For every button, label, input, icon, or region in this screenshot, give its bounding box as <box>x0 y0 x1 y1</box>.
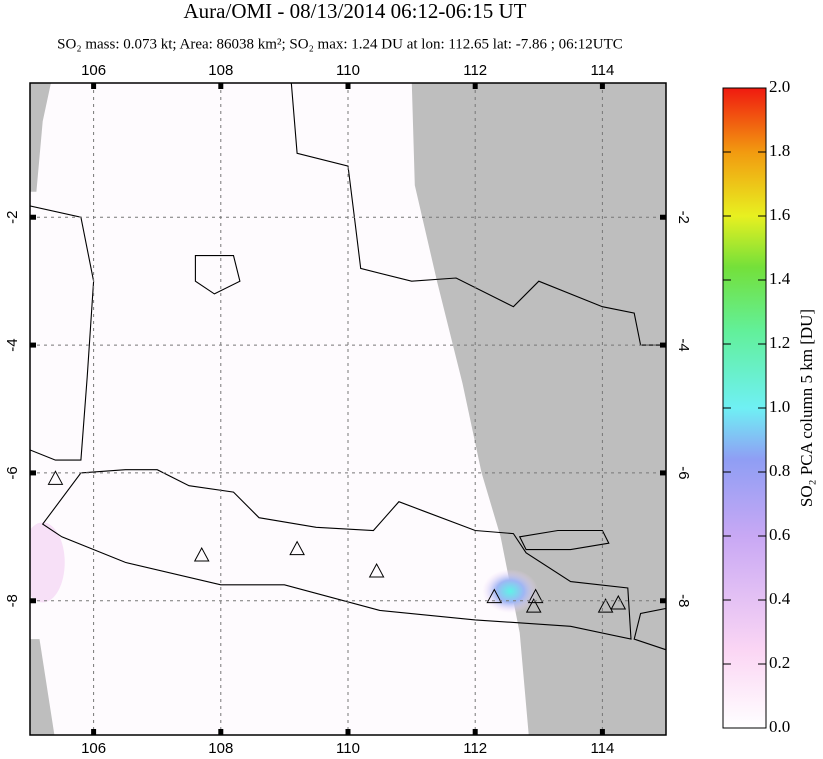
y-tick-label: -4 <box>4 338 21 351</box>
coastline <box>518 529 610 551</box>
x-tick-label: 106 <box>81 740 106 757</box>
volcano-marker <box>193 546 210 562</box>
colorbar-tick-label: 0.8 <box>769 461 790 480</box>
so2-plume <box>30 522 65 603</box>
colorbar-tick-label: 0.2 <box>769 653 790 672</box>
volcano-marker <box>47 470 64 485</box>
colorbar-tick-label: 1.8 <box>769 141 790 160</box>
y-tick-label: -4 <box>675 338 692 351</box>
volcano-marker <box>597 598 614 613</box>
coastline <box>41 469 632 640</box>
colorbar-tick-label: 1.0 <box>769 397 790 416</box>
colorbar-tick-label: 0.0 <box>769 717 790 736</box>
x-tick-label: 112 <box>463 62 487 79</box>
x-tick-label: 114 <box>590 62 614 79</box>
colorbar-tick-label: 1.6 <box>769 205 790 224</box>
x-tick-label: 110 <box>336 740 360 757</box>
coastline <box>194 255 241 295</box>
y-tick-label: -2 <box>675 211 692 224</box>
y-tick-label: -8 <box>675 594 692 607</box>
subtitle: SO₂ mass: 0.073 kt; Area: 86038 km²; SO₂… <box>57 36 623 52</box>
title: Aura/OMI - 08/13/2014 06:12-06:15 UT <box>184 0 527 23</box>
x-tick-label: 108 <box>208 62 233 79</box>
x-tick-label: 108 <box>208 740 233 757</box>
volcano-marker <box>368 562 385 578</box>
volcano-marker <box>610 594 627 610</box>
x-tick-label: 110 <box>336 62 360 79</box>
colorbar-tick-label: 2.0 <box>769 77 790 96</box>
y-tick-label: -8 <box>4 594 21 607</box>
volcano-marker <box>289 540 305 556</box>
no-data-area <box>30 639 55 735</box>
colorbar-tick-label: 1.2 <box>769 333 790 352</box>
volcano-marker <box>525 598 542 613</box>
colorbar-tick-label: 1.4 <box>769 269 791 288</box>
colorbar-tick-label: 0.4 <box>769 589 791 608</box>
x-tick-label: 114 <box>590 740 614 757</box>
x-tick-label: 112 <box>463 740 487 757</box>
coastline <box>633 607 666 651</box>
coastline <box>290 83 666 346</box>
colorbar-label: SO₂ PCA column 5 km [DU] <box>797 309 816 507</box>
y-tick-label: -2 <box>4 211 21 224</box>
x-tick-label: 106 <box>81 62 106 79</box>
y-tick-label: -6 <box>675 466 692 479</box>
no-data-area <box>30 83 51 192</box>
map-area <box>30 83 666 735</box>
y-tick-label: -6 <box>4 466 21 479</box>
colorbar-tick-label: 0.6 <box>769 525 790 544</box>
volcano-marker <box>486 588 503 604</box>
